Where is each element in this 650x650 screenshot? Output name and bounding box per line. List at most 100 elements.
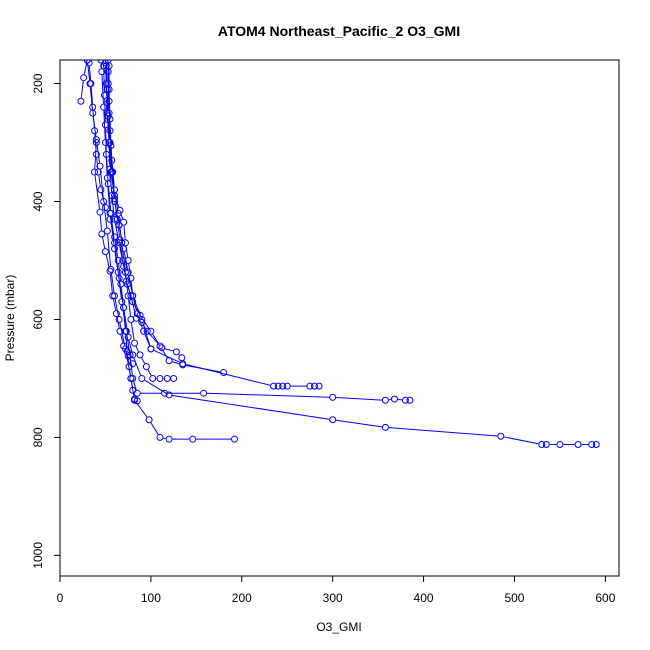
series-segment: [96, 143, 101, 163]
series-segment: [111, 163, 115, 187]
data-point: [390, 395, 398, 403]
data-point: [124, 352, 132, 360]
series-segment: [137, 316, 143, 329]
series-segment: [105, 254, 110, 268]
series-segment: [136, 402, 148, 418]
data-point: [116, 327, 124, 335]
data-point: [158, 344, 166, 352]
x-axis-label: O3_GMI: [316, 620, 361, 634]
data-point: [101, 203, 109, 211]
data-point: [103, 227, 111, 235]
data-point: [381, 396, 389, 404]
data-point: [111, 215, 119, 223]
series-segment: [124, 348, 128, 354]
series-segment: [105, 69, 108, 87]
data-point: [92, 136, 100, 144]
series-segment: [89, 87, 93, 110]
series-segment: [118, 263, 121, 281]
series-segment: [83, 63, 88, 75]
data-point: [129, 292, 137, 300]
series-segment: [128, 263, 131, 275]
data-point: [106, 267, 114, 275]
plot-frame: [59, 59, 620, 577]
series-segment: [504, 436, 539, 445]
data-point: [381, 423, 389, 431]
series-segment: [108, 104, 111, 128]
series-segment: [388, 427, 498, 437]
data-point: [220, 369, 228, 377]
data-point: [406, 396, 414, 404]
series-segment: [110, 272, 115, 293]
data-point: [270, 382, 278, 390]
data-point: [102, 80, 110, 88]
series-segment: [94, 175, 101, 209]
data-point: [111, 233, 119, 241]
data-point: [145, 416, 153, 424]
data-point: [120, 342, 128, 350]
series-segment: [101, 193, 106, 205]
data-point: [133, 310, 141, 318]
data-point: [156, 374, 164, 382]
series-segment: [121, 246, 126, 269]
series-segment: [126, 334, 130, 352]
chart-title: ATOM4 Northeast_Pacific_2 O3_GMI: [218, 23, 460, 39]
series-segment: [133, 381, 137, 390]
series-segment: [172, 361, 180, 365]
data-point: [172, 348, 180, 356]
series-segment: [108, 146, 112, 169]
data-point: [138, 374, 146, 382]
series-segment: [115, 198, 120, 208]
series-segment: [129, 370, 131, 376]
data-point: [170, 374, 178, 382]
series-segment: [106, 116, 110, 140]
series-segment: [336, 397, 382, 401]
data-point: [131, 339, 139, 347]
series-segment: [106, 210, 110, 217]
data-point: [108, 156, 116, 164]
data-point: [279, 382, 287, 390]
series-segment: [141, 357, 146, 364]
data-point: [538, 440, 546, 448]
data-point: [120, 218, 128, 226]
series-segment: [94, 146, 97, 169]
profile-series: [91, 139, 137, 368]
data-point: [147, 345, 155, 353]
series-segment: [109, 274, 113, 293]
data-point: [106, 215, 114, 223]
y-tick-label: 600: [31, 309, 45, 329]
data-point: [103, 109, 111, 117]
series-segment: [105, 66, 107, 81]
data-point: [114, 257, 122, 265]
data-point: [112, 310, 120, 318]
series-segment: [118, 216, 122, 240]
data-point: [129, 386, 137, 394]
data-point: [140, 327, 148, 335]
data-point: [165, 435, 173, 443]
series-segment: [107, 75, 110, 98]
data-point: [111, 192, 119, 200]
data-point: [129, 374, 137, 382]
profile-series: [97, 60, 600, 448]
data-point: [123, 348, 131, 356]
data-point: [156, 433, 164, 441]
data-point: [231, 435, 239, 443]
data-point: [96, 208, 104, 216]
series-segment: [123, 225, 126, 240]
series-segment: [133, 298, 142, 317]
y-tick-label: 400: [31, 191, 45, 211]
series-segment: [207, 392, 330, 398]
series-segment: [114, 240, 119, 258]
y-axis-label: Pressure (mbar): [3, 275, 17, 362]
data-point: [121, 268, 129, 276]
data-point: [329, 393, 337, 401]
x-tick-label: 0: [57, 591, 64, 605]
data-point: [497, 432, 505, 440]
data-point: [119, 257, 127, 265]
data-point: [163, 374, 171, 382]
series-segment: [165, 348, 174, 352]
series-segment: [129, 358, 132, 361]
data-point: [115, 315, 123, 323]
series-segment: [119, 322, 126, 346]
series-segment: [96, 157, 99, 169]
series-segment: [107, 187, 112, 210]
